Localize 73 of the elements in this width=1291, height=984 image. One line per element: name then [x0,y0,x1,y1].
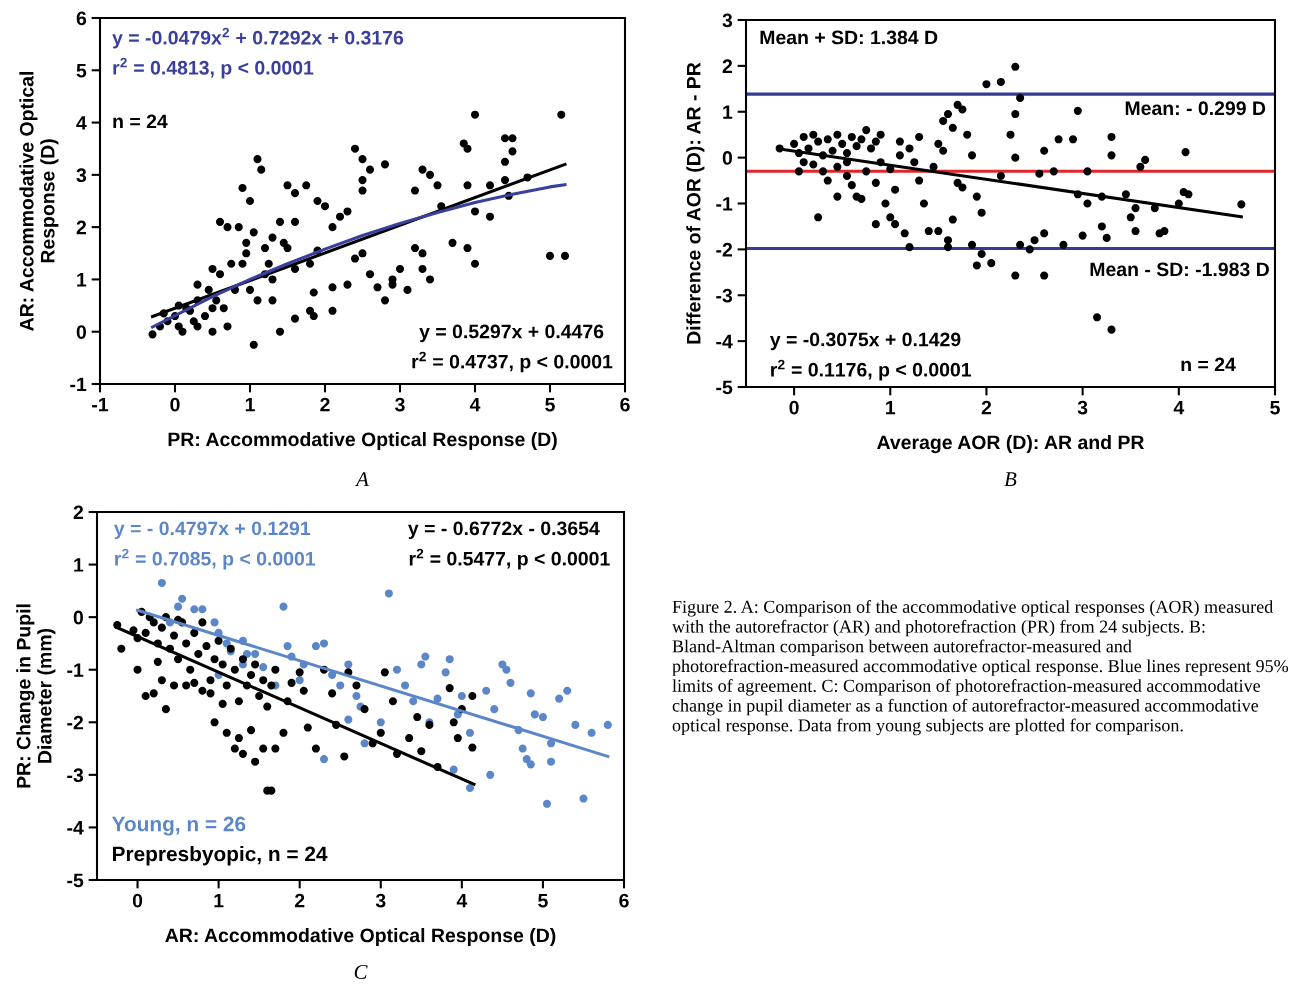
ref-line-label: Mean - SD: -1.983 D [1090,262,1269,277]
y-tick-label: -4 [716,334,733,349]
text: C [354,965,368,980]
annotation: r$^{2}$ = 0.5477, p < 0.0001 [409,548,610,570]
y-tick-label: -4 [67,821,84,835]
y-tick-label: 2 [76,220,87,235]
x-tick-label: 2 [294,893,305,908]
annotation: y = - 0.4797x + 0.1291 [114,521,311,540]
x-tick-label: 0 [789,400,799,415]
caption: Figure 2. A: Comparison of the accommodative optical responses (AOR) measured with the autorefractor (AR) and photorefraction (PR) from 24 subjects. B: Bland-Altman comparison between autorefractor-measured and photorefraction-measured accommodative optical response. Blue lines represent 95% limits of agreement. C: Comparison of photorefraction-measured accommodative change in pupil diameter as a function of autorefractor-measured accommodative optical response. Data from young subjects are plotted for comparison. [672,600,1289,736]
x-axis-title: AR: Accommodative Optical Response (D) [165,927,556,947]
y-tick-label: 1 [74,558,84,572]
text: Young, n = 26 [111,816,246,836]
x-tick-label: 3 [395,397,405,412]
x-tick-label: 4 [456,893,468,908]
annotation: y = - 0.6772x - 0.3654 [408,521,600,540]
x-tick-label: 6 [620,397,630,412]
y-tick-label: 3 [722,13,733,28]
annotation: r$^{2}$ = 0.1176, p < 0.0001 [771,359,972,381]
y-axis-title: AR: Accommodative Optical Response (D) [19,72,59,331]
x-tick-label: 5 [538,893,548,908]
y-tick-label: 0 [722,151,733,165]
x-tick-label: 6 [619,893,629,908]
y-tick-label: -3 [716,288,733,303]
y-tick-label: 1 [77,273,87,287]
x-axis-title: Average AOR (D): AR and PR [877,434,1145,454]
x-tick-label: 5 [1270,400,1280,415]
y-tick-label: -5 [67,873,84,888]
text: Prepresbyopic, n = 24 [112,846,328,866]
text: B [1004,472,1017,487]
y-tick-label: -1 [67,663,84,677]
x-axis-title: PR: Accommodative Optical Response (D) [168,431,557,451]
y-tick-label: 4 [76,116,87,130]
y-axis-title: PR: Change in Pupil Diameter (mm) [16,604,56,788]
x-tick-label: 2 [320,397,330,412]
y-tick-label: -1 [70,377,87,392]
y-tick-label: -3 [67,768,84,783]
ref-line-label: Mean: - 0.299 D [1125,101,1266,116]
annotation: r$^{2}$ = 0.4813, p < 0.0001 [113,57,314,79]
y-tick-label: 0 [76,325,87,339]
y-tick-label: -2 [67,715,84,730]
text: A [355,472,369,486]
x-tick-label: -1 [92,397,109,412]
y-tick-label: 2 [73,505,84,520]
y-tick-label: -5 [716,380,733,395]
x-tick-label: 2 [981,400,992,415]
x-tick-label: 3 [375,893,386,908]
y-tick-label: -2 [716,242,733,257]
annotation: r$^{2}$ = 0.7085, p < 0.0001 [115,548,316,570]
x-tick-label: 1 [245,397,255,412]
x-tick-label: 1 [886,400,896,415]
y-tick-label: 1 [723,105,733,119]
y-tick-label: 5 [76,63,87,78]
annotation: y = 0.5297x + 0.4476 [419,324,604,343]
y-tick-label: -1 [716,197,733,211]
ref-line-label: Mean + SD: 1.384 D [760,30,938,45]
x-tick-label: 1 [214,893,224,908]
annotation: y = -0.3075x + 0.1429 [769,332,961,351]
annotation: y = -0.0479x$^{2}$ + 0.7292x + 0.3176 [112,27,404,49]
x-tick-label: 5 [545,397,555,412]
y-tick-label: 0 [73,610,84,625]
x-tick-label: 0 [170,397,180,412]
x-tick-label: 4 [1173,400,1185,415]
x-tick-label: 0 [132,893,143,908]
annotation: r$^{2}$ = 0.4737, p < 0.0001 [412,351,613,373]
y-tick-label: 3 [76,168,87,183]
x-tick-label: 3 [1077,400,1088,415]
x-tick-label: 4 [469,397,481,412]
y-axis-title: Difference of AOR (D): AR - PR [686,62,705,344]
y-tick-label: 6 [76,11,87,26]
annotation: n = 24 [113,114,168,129]
annotation: n = 24 [1181,357,1236,372]
y-tick-label: 2 [722,59,733,73]
